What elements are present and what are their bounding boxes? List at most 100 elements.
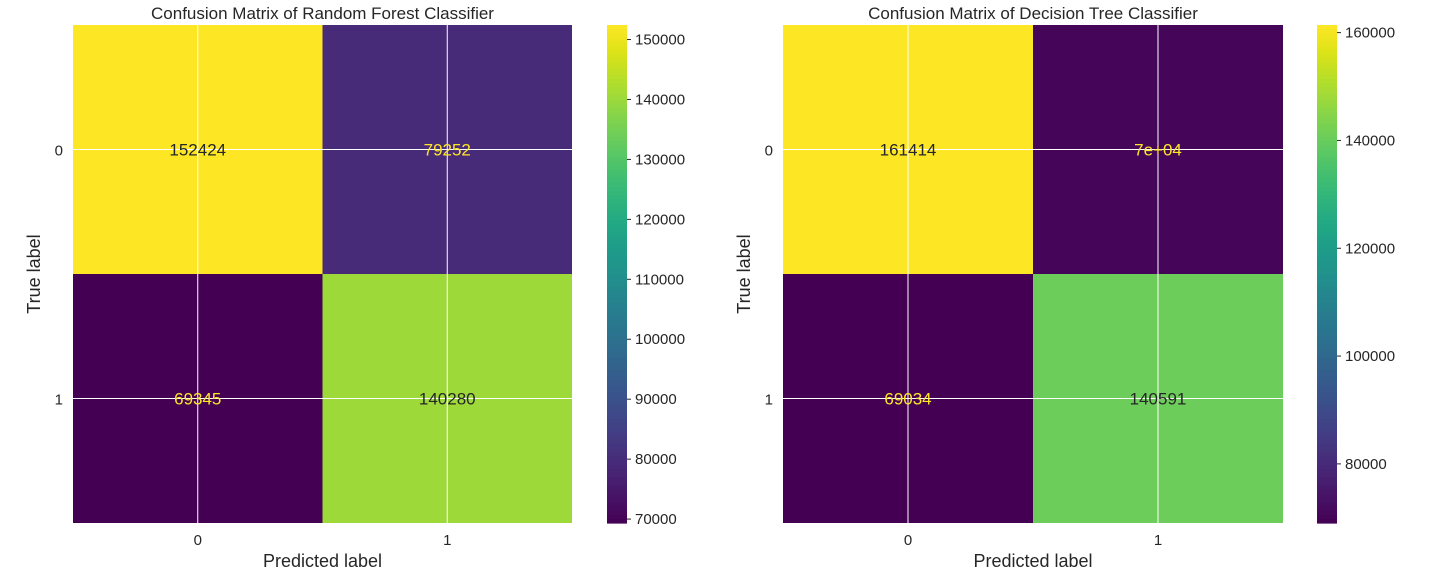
chart1-colorbar-segment <box>1317 58 1337 63</box>
chart0-colorbar-segment <box>607 286 627 292</box>
chart0-colorbar-segment <box>607 303 627 308</box>
chart0-colorbar-segment <box>607 153 627 159</box>
chart1-colorbar-segment <box>1317 336 1337 341</box>
chart0-colorbar-tick-label-2: 90000 <box>635 391 677 408</box>
chart0-colorbar-segment <box>607 361 627 366</box>
chart1-colorbar-segment <box>1317 448 1337 454</box>
chart1-colorbar-segment <box>1317 99 1337 105</box>
chart1-colorbar-segment <box>1317 120 1337 126</box>
chart1-colorbar-segment <box>1317 157 1337 163</box>
chart0-colorbar-segment <box>607 108 627 113</box>
chart0-colorbar-segment <box>607 327 627 333</box>
chart1-colorbar-segment <box>1317 489 1337 495</box>
chart0-colorbar-segment <box>607 41 627 47</box>
chart0-colorbar-segment <box>607 70 627 76</box>
chart1-colorbar-segment <box>1317 278 1337 283</box>
chart1-colorbar-segment <box>1317 473 1337 478</box>
chart0-colorbar-segment <box>607 307 627 312</box>
chart1-colorbar-segment <box>1317 91 1337 97</box>
chart1-colorbar-segment <box>1317 307 1337 312</box>
chart0-colorbar-segment <box>607 498 627 503</box>
chart0-colorbar-tick-label-4: 110000 <box>635 271 684 288</box>
chart1-colorbar-segment <box>1317 128 1337 134</box>
chart0-colorbar-segment <box>607 211 627 217</box>
chart0-colorbar-segment <box>607 269 627 275</box>
chart1-colorbar-segment <box>1317 352 1337 358</box>
chart1-colorbar-segment <box>1317 166 1337 171</box>
chart0-colorbar-segment <box>607 78 627 84</box>
chart0-colorbar-segment <box>607 332 627 337</box>
chart1-colorbar-segment <box>1317 319 1337 325</box>
chart1-colorbar-segment <box>1317 37 1337 43</box>
chart0-colorbar-segment <box>607 373 627 379</box>
chart1-colorbar-segment <box>1317 186 1337 192</box>
chart1-colorbar-segment <box>1317 174 1337 180</box>
chart1-colorbar-segment <box>1317 440 1337 445</box>
chart0-colorbar-segment <box>607 377 627 383</box>
chart0-colorbar-segment <box>607 137 627 142</box>
chart1-colorbar-tick-label-0: 80000 <box>1345 456 1387 473</box>
chart0-colorbar-segment <box>607 419 627 424</box>
chart1-colorbar-segment <box>1317 469 1337 474</box>
chart1-colorbar-tick-label-1: 100000 <box>1345 348 1395 365</box>
chart0-colorbar-segment <box>607 116 627 122</box>
chart0-colorbar-segment <box>607 348 627 354</box>
chart0-colorbar-segment <box>607 493 627 499</box>
chart1-colorbar-segment <box>1317 274 1337 279</box>
chart0-colorbar-tick-label-7: 140000 <box>635 91 685 108</box>
chart0-colorbar-segment <box>607 112 627 117</box>
chart1-colorbar-segment <box>1317 327 1337 333</box>
chart0-title: Confusion Matrix of Random Forest Classi… <box>151 4 494 23</box>
chart0-colorbar-segment <box>607 415 627 420</box>
chart0-y-tick-label-0: 0 <box>55 143 63 160</box>
chart0-colorbar-segment <box>607 120 627 126</box>
chart0-colorbar-segment <box>607 423 627 429</box>
chart1-cell-label-0-0: 161414 <box>880 141 937 160</box>
chart1-colorbar-segment <box>1317 431 1337 437</box>
chart1-colorbar-segment <box>1317 29 1337 34</box>
chart0-colorbar-segment <box>607 91 627 97</box>
chart0-colorbar-segment <box>607 311 627 317</box>
chart1-colorbar-segment <box>1317 269 1337 275</box>
chart1-colorbar-segment <box>1317 361 1337 366</box>
chart1-colorbar-segment <box>1317 253 1337 258</box>
chart0-colorbar-segment <box>607 460 627 466</box>
chart1-colorbar-segment <box>1317 62 1337 68</box>
chart0-colorbar-segment <box>607 294 627 300</box>
chart1-colorbar-segment <box>1317 373 1337 379</box>
chart1-colorbar-segment <box>1317 481 1337 487</box>
chart0-colorbar-segment <box>607 149 627 155</box>
chart0-colorbar-segment <box>607 502 627 507</box>
chart0-colorbar-segment <box>607 83 627 88</box>
chart1-colorbar-segment <box>1317 207 1337 213</box>
chart0-colorbar-segment <box>607 207 627 213</box>
chart0-colorbar-segment <box>607 298 627 304</box>
chart0-colorbar-segment <box>607 99 627 105</box>
chart1-colorbar-segment <box>1317 419 1337 424</box>
chart1-colorbar-segment <box>1317 199 1337 205</box>
chart0-colorbar-segment <box>607 224 627 229</box>
chart1-colorbar-segment <box>1317 423 1337 429</box>
chart0-colorbar-segment <box>607 145 627 151</box>
chart0-colorbar-segment <box>607 141 627 146</box>
chart1-colorbar-segment <box>1317 33 1337 39</box>
chart1-colorbar-segment <box>1317 203 1337 209</box>
chart0-colorbar-segment <box>607 340 627 346</box>
chart0-colorbar-segment <box>607 103 627 109</box>
chart1-colorbar-segment <box>1317 311 1337 317</box>
chart1-cell-label-1-0: 69034 <box>884 390 931 409</box>
chart1-colorbar-segment <box>1317 290 1337 296</box>
chart1-colorbar-segment <box>1317 236 1337 242</box>
chart1-colorbar-segment <box>1317 137 1337 142</box>
chart1-colorbar-segment <box>1317 410 1337 416</box>
chart1-colorbar-segment <box>1317 502 1337 507</box>
chart0-colorbar-tick-label-0: 70000 <box>635 511 677 528</box>
chart1-colorbar-segment <box>1317 344 1337 350</box>
chart1-colorbar-segment <box>1317 261 1337 267</box>
chart0-colorbar-segment <box>607 203 627 209</box>
chart0-colorbar-segment <box>607 481 627 487</box>
chart0-colorbar-segment <box>607 62 627 68</box>
chart0-colorbar-segment <box>607 66 627 72</box>
chart0-colorbar-segment <box>607 390 627 395</box>
chart1-colorbar-segment <box>1317 232 1337 238</box>
